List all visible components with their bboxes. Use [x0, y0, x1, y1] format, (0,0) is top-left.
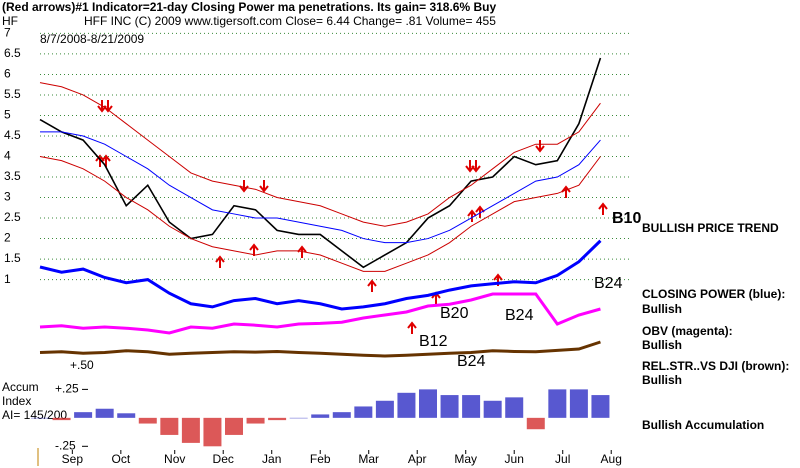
x-tick-label: May	[454, 452, 477, 466]
accum-bar	[289, 417, 308, 419]
annotation: CLOSING POWER (blue):	[642, 287, 785, 301]
accum-bar	[526, 417, 545, 430]
indicator-line	[39, 239, 602, 311]
accum-bar	[354, 406, 373, 418]
annotation: Bullish	[642, 302, 682, 316]
y-tick-label: 4.5	[4, 128, 21, 142]
accum-label: AI= 145/200	[2, 408, 67, 422]
price-line	[40, 131, 601, 244]
y-tick-label: 3	[4, 190, 11, 204]
date-range: 8/7/2008-8/21/2009	[40, 32, 144, 46]
annotation: OBV (magenta):	[642, 324, 733, 338]
x-tick-label: Mar	[358, 452, 379, 466]
x-tick-label: Jun	[505, 452, 524, 466]
x-tick-label: Jul	[555, 452, 570, 466]
x-tick-label: Dec	[213, 452, 234, 466]
accum-bar	[419, 389, 437, 418]
y-tick-label: 4	[4, 149, 11, 163]
annotation: B24	[457, 353, 486, 370]
accum-tick-label: -.25	[55, 438, 76, 452]
y-tick-label: 5.5	[4, 87, 21, 101]
accum-bar	[483, 400, 502, 418]
y-tick-label: 1	[4, 272, 11, 286]
annotation: Bullish	[642, 373, 682, 387]
accum-bar	[462, 395, 481, 418]
annotation: B20	[440, 305, 469, 322]
accum-bar	[203, 417, 222, 447]
ticker: HF	[2, 14, 18, 28]
accum-bar	[311, 414, 330, 418]
y-tick-label: 2	[4, 231, 11, 245]
x-tick-label: Feb	[310, 452, 331, 466]
accum-bar	[181, 417, 200, 443]
y-tick-label: 2.5	[4, 210, 21, 224]
price-line	[39, 57, 602, 269]
price-line	[39, 82, 601, 227]
y-tick-label: 7	[4, 26, 11, 40]
indicator-line	[39, 340, 601, 358]
x-tick-label: Jan	[262, 452, 281, 466]
annotation: REL.STR..VS DJI (brown):	[642, 359, 789, 373]
chart-title: (Red arrows)#1 Indicator=21-day Closing …	[2, 0, 496, 14]
accum-bar	[160, 417, 179, 435]
accum-bar	[117, 413, 136, 418]
accum-bar	[548, 389, 567, 418]
accum-label: Index	[2, 394, 31, 408]
accum-bar	[74, 412, 93, 418]
annotation: B24	[594, 275, 623, 292]
accum-bar	[225, 417, 243, 435]
y-tick-label: 6	[4, 67, 11, 81]
accum-label: Accum	[2, 380, 39, 394]
accum-bar	[569, 389, 588, 418]
y-tick-label: 6.5	[4, 46, 21, 60]
subtitle: HFF INC (C) 2009 www.tigersoft.com Close…	[84, 14, 496, 28]
price-line	[39, 156, 601, 272]
accum-bar	[591, 395, 610, 418]
x-tick-label: Oct	[111, 452, 130, 466]
accum-bar	[52, 417, 71, 421]
x-tick-label: Aug	[601, 452, 622, 466]
y-tick-label: 1.5	[4, 251, 21, 265]
annotation: B10	[612, 210, 641, 227]
accum-bar	[95, 408, 114, 418]
x-tick-label: Nov	[164, 452, 185, 466]
rel-str-tick-label: +.50	[70, 358, 94, 372]
accum-bar	[31, 417, 49, 419]
accum-bar	[332, 412, 351, 418]
annotation: Bullish	[642, 338, 682, 352]
indicator-line	[39, 292, 601, 335]
x-tick-label: Sep	[62, 452, 84, 466]
y-tick-label: 3.5	[4, 169, 21, 183]
accum-bar	[440, 395, 459, 418]
annotation: B12	[419, 333, 448, 350]
signal-arrows	[95, 100, 608, 334]
annotation: Bullish Accumulation	[642, 418, 764, 432]
accum-bar	[138, 417, 157, 424]
accum-bar	[375, 400, 394, 418]
annotation: B24	[505, 307, 534, 324]
accum-tick-label: +.25	[55, 382, 79, 396]
accum-bar	[505, 397, 524, 418]
accum-bar	[268, 417, 287, 421]
y-tick-label: 5	[4, 108, 11, 122]
accum-bar	[246, 417, 265, 424]
x-tick-label: Apr	[408, 452, 427, 466]
annotation: BULLISH PRICE TREND	[642, 221, 779, 235]
accum-bar	[397, 392, 416, 418]
